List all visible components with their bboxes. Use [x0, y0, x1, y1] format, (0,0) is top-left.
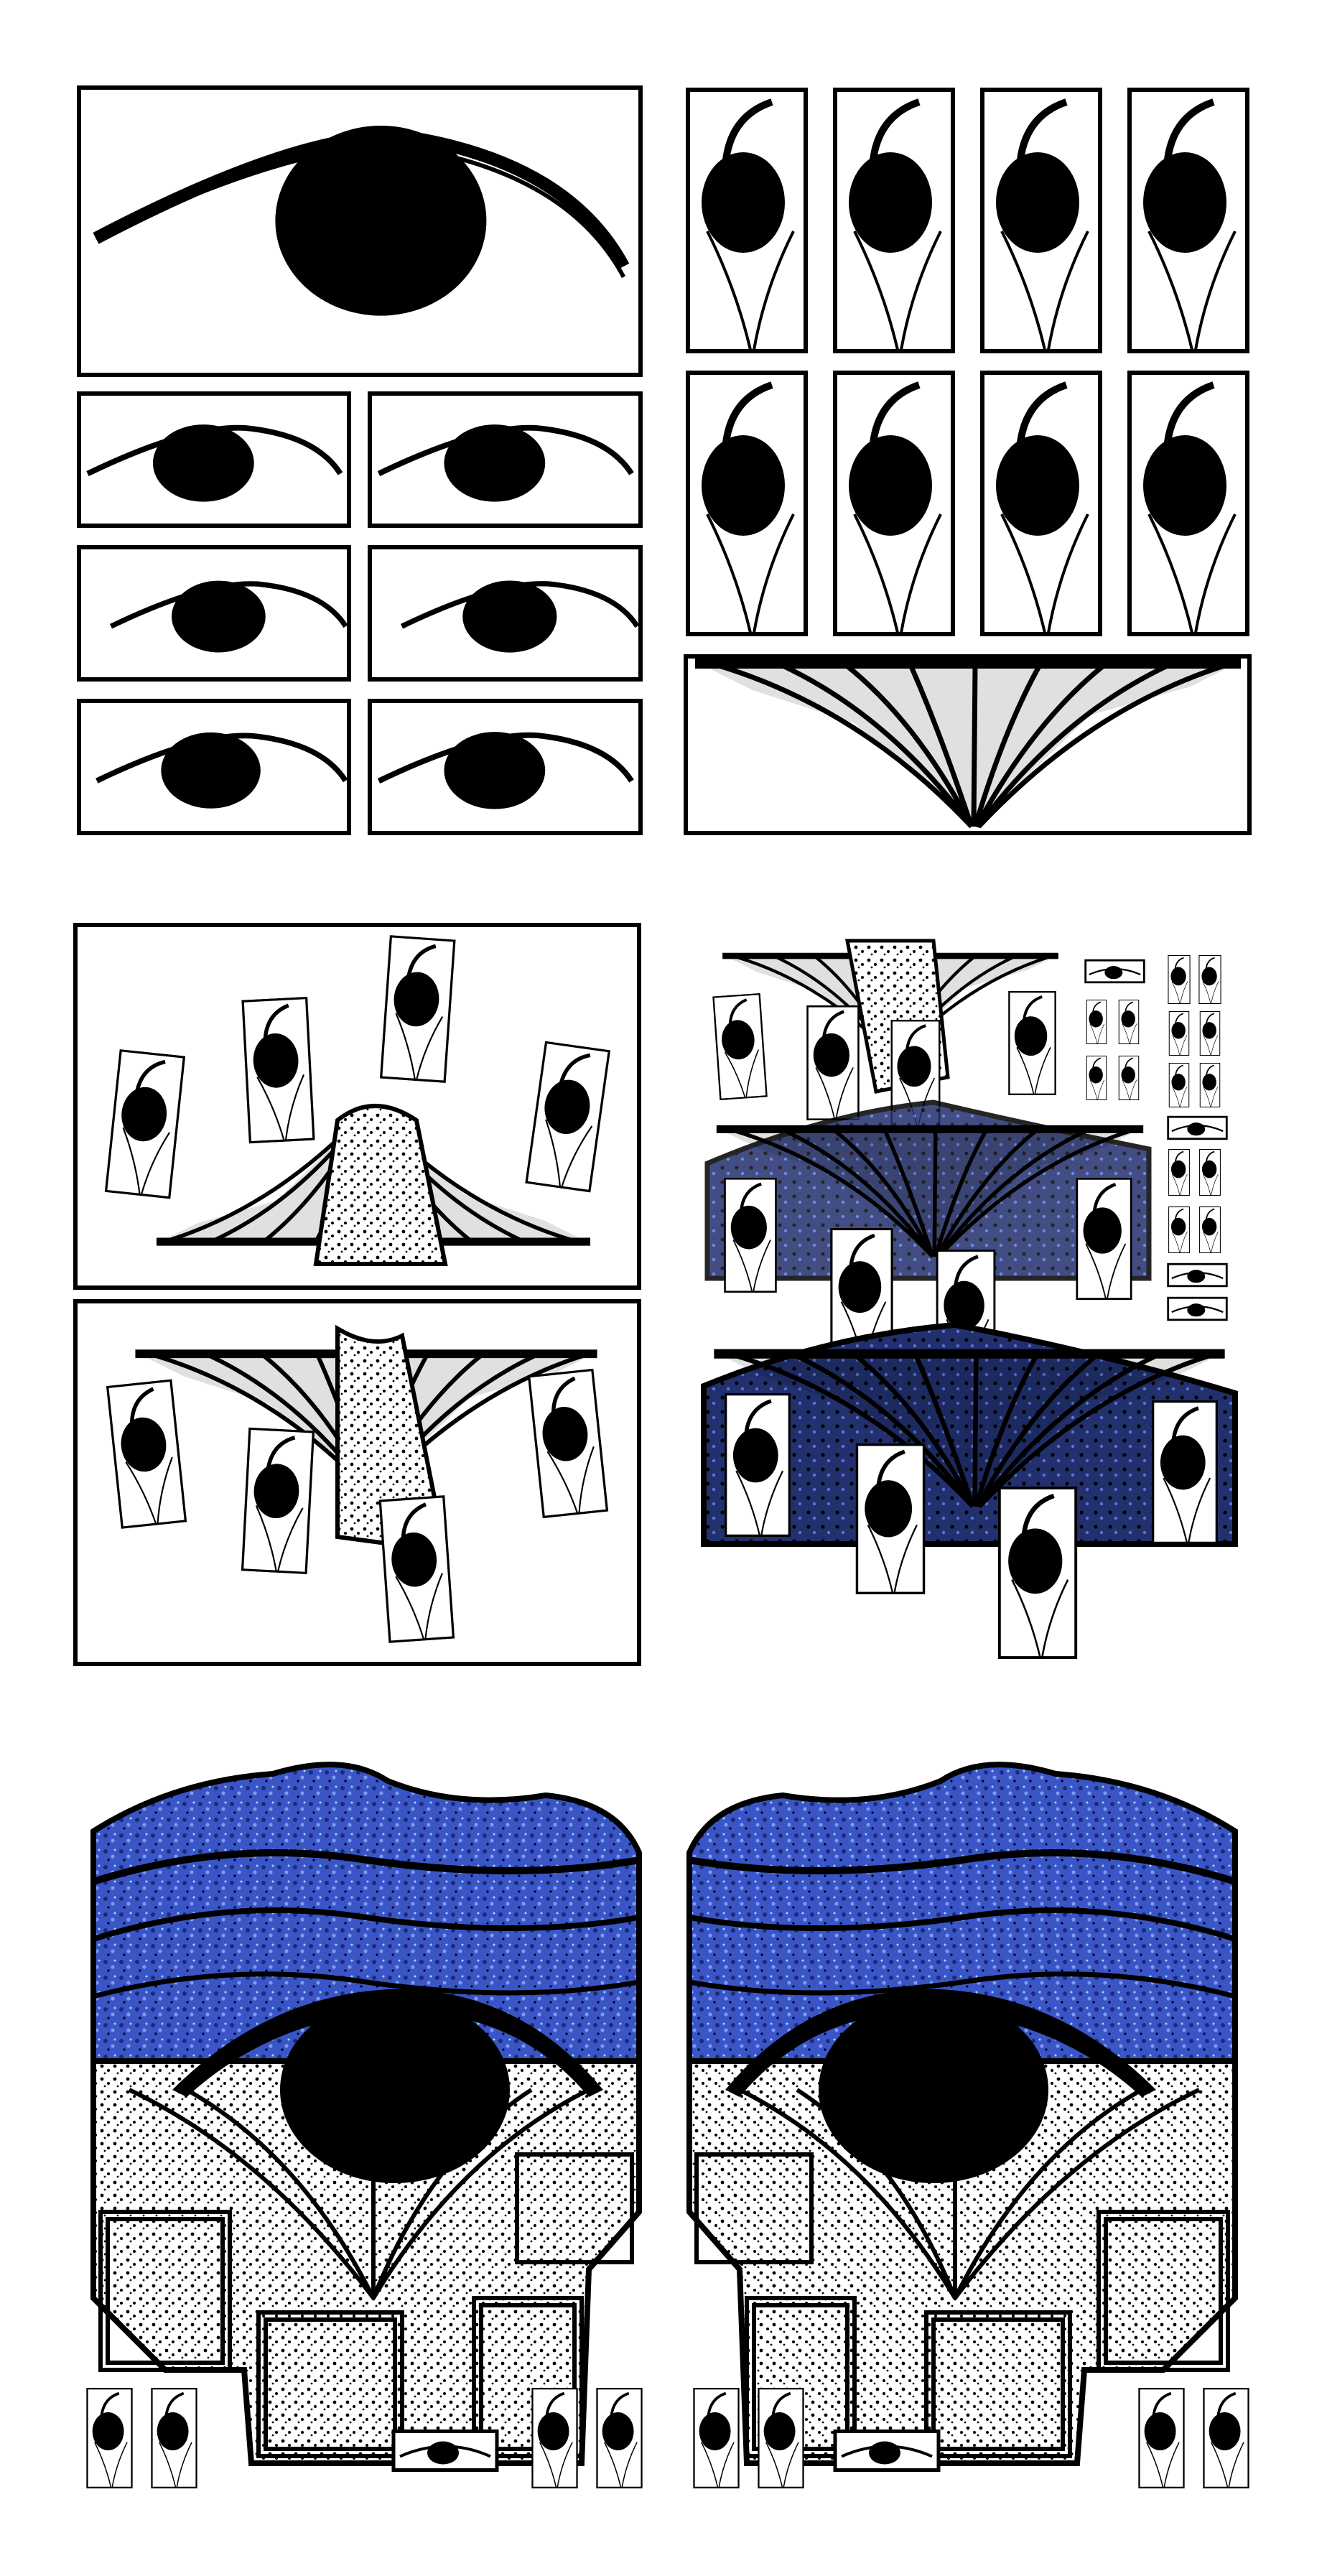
top-eye-study-section — [77, 85, 1252, 835]
stacked-fan-3 — [701, 1321, 1238, 1657]
mirrored-blue-eye-right — [689, 1764, 1235, 2463]
comma-eye-tiles — [688, 90, 1247, 634]
fan-composition-upward — [73, 923, 641, 1290]
stacked-fan-2 — [704, 1099, 1152, 1378]
blue-stacked-fans — [701, 939, 1238, 1657]
fan-strip-panel — [684, 654, 1252, 835]
wide-eye-panel — [77, 85, 643, 377]
bottom-mirrored-blue-eyes-section — [87, 1764, 1248, 2488]
fan-composition-downward — [73, 1299, 641, 1666]
middle-fan-compositions-section — [73, 923, 1238, 1666]
mirrored-blue-eye-left — [93, 1764, 639, 2463]
small-eyes-grid — [77, 391, 643, 835]
stacked-fan-1 — [713, 939, 1058, 1127]
